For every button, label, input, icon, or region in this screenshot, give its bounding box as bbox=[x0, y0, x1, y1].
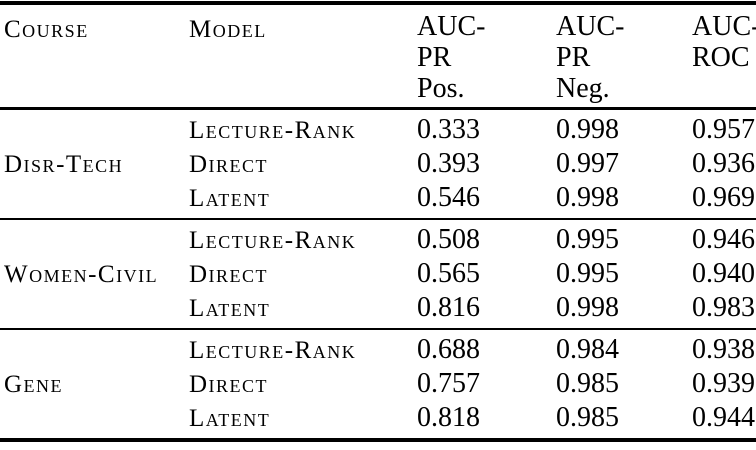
auc-pr-pos-value: 0.546 bbox=[417, 182, 480, 213]
auc-roc-value: 0.944 bbox=[692, 402, 755, 433]
model-name: Lecture-Rank bbox=[189, 336, 357, 364]
header-bottom-rule bbox=[0, 107, 756, 110]
model-name: Latent bbox=[189, 294, 271, 322]
model-name: Lecture-Rank bbox=[189, 116, 357, 144]
auc-pr-neg-value: 0.985 bbox=[556, 402, 619, 433]
auc-roc-value: 0.969 bbox=[692, 182, 755, 213]
auc-pr-neg-value: 0.998 bbox=[556, 182, 619, 213]
auc-pr-pos-value: 0.565 bbox=[417, 258, 480, 289]
course-group-women-civil: Women-Civil Lecture-Rank 0.508 0.995 0.9… bbox=[0, 220, 756, 328]
model-name: Direct bbox=[189, 260, 269, 288]
auc-pr-neg-value: 0.995 bbox=[556, 224, 619, 255]
auc-pr-pos-value: 0.688 bbox=[417, 334, 480, 365]
auc-pr-neg-value: 0.998 bbox=[556, 114, 619, 145]
auc-pr-neg-value: 0.985 bbox=[556, 368, 619, 399]
auc-pr-neg-value: 0.984 bbox=[556, 334, 619, 365]
course-group-gene: Gene Lecture-Rank 0.688 0.984 0.938 Dire… bbox=[0, 330, 756, 438]
auc-roc-value: 0.936 bbox=[692, 148, 755, 179]
course-name: Disr-Tech bbox=[4, 150, 124, 178]
group-separator-rule bbox=[0, 218, 756, 220]
column-header-auc-pr-pos: AUC- PR Pos. bbox=[417, 11, 486, 104]
column-header-auc-roc: AUC- ROC bbox=[692, 11, 756, 73]
auc-roc-value: 0.940 bbox=[692, 258, 755, 289]
course-group-disr-tech: Disr-Tech Lecture-Rank 0.333 0.998 0.957… bbox=[0, 110, 756, 218]
auc-pr-neg-value: 0.998 bbox=[556, 292, 619, 323]
column-header-course: Course bbox=[4, 16, 89, 43]
auc-pr-neg-value: 0.997 bbox=[556, 148, 619, 179]
model-name: Direct bbox=[189, 150, 269, 178]
column-header-auc-pr-neg: AUC- PR Neg. bbox=[556, 11, 625, 104]
auc-roc-value: 0.983 bbox=[692, 292, 755, 323]
auc-pr-pos-value: 0.333 bbox=[417, 114, 480, 145]
auc-roc-value: 0.946 bbox=[692, 224, 755, 255]
table-bottom-rule bbox=[0, 438, 756, 442]
auc-roc-value: 0.939 bbox=[692, 368, 755, 399]
table-header-row: Course Model AUC- PR Pos. AUC- PR Neg. A… bbox=[0, 5, 756, 107]
model-name: Direct bbox=[189, 370, 269, 398]
model-name: Lecture-Rank bbox=[189, 226, 357, 254]
auc-roc-value: 0.938 bbox=[692, 334, 755, 365]
auc-pr-pos-value: 0.757 bbox=[417, 368, 480, 399]
auc-pr-pos-value: 0.508 bbox=[417, 224, 480, 255]
auc-pr-pos-value: 0.393 bbox=[417, 148, 480, 179]
table-top-rule bbox=[0, 1, 756, 5]
model-name: Latent bbox=[189, 404, 271, 432]
course-name: Women-Civil bbox=[4, 260, 159, 288]
auc-pr-pos-value: 0.816 bbox=[417, 292, 480, 323]
group-separator-rule bbox=[0, 328, 756, 330]
column-header-model: Model bbox=[189, 16, 267, 43]
auc-pr-neg-value: 0.995 bbox=[556, 258, 619, 289]
auc-pr-pos-value: 0.818 bbox=[417, 402, 480, 433]
model-name: Latent bbox=[189, 184, 271, 212]
auc-roc-value: 0.957 bbox=[692, 114, 755, 145]
course-name: Gene bbox=[4, 370, 64, 398]
